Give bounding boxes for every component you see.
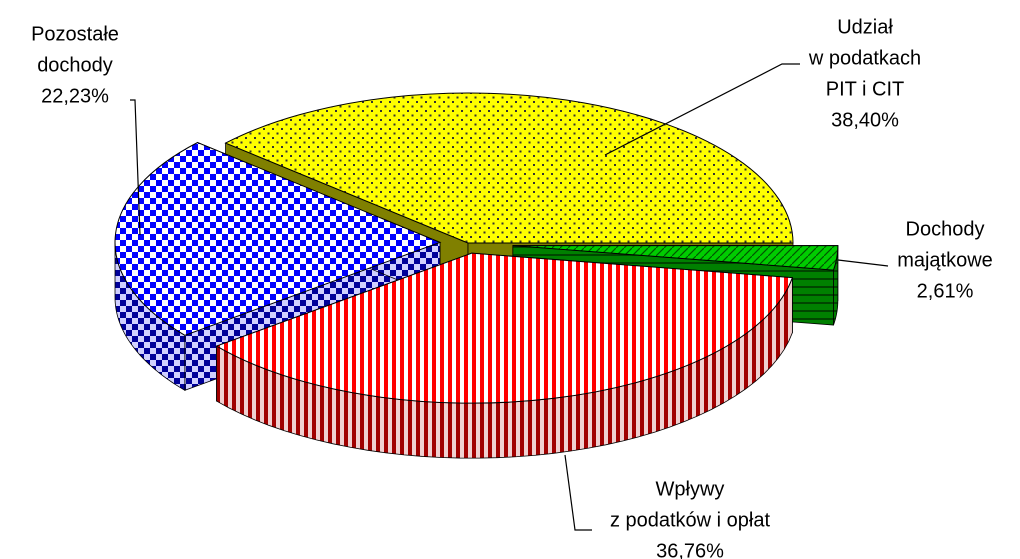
leader-line (130, 99, 141, 236)
value-label: 2,61% (917, 280, 974, 302)
leader-line (604, 63, 800, 156)
slice (512, 245, 839, 271)
slice (224, 92, 794, 244)
slice-label: Wpływy (656, 478, 725, 500)
value-label: 38,40% (831, 109, 899, 131)
leader-lines (130, 63, 889, 531)
slice-label: Pozostałe (31, 23, 119, 45)
slice (114, 141, 442, 336)
slice-label: majątkowe (897, 249, 993, 271)
slice (215, 252, 794, 404)
slice-label: Udział (837, 16, 893, 38)
value-label: 36,76% (656, 540, 724, 559)
labels: Udział w podatkach PIT i CIT 38,40% Dochody m… (31, 16, 993, 559)
slice-label: dochody (37, 54, 113, 76)
slice-label: Dochody (906, 218, 985, 240)
slice-label: PIT i CIT (826, 78, 905, 100)
leader-line (837, 259, 889, 267)
pie (114, 92, 839, 459)
leader-line (564, 454, 592, 531)
slice-label: w podatkach (808, 47, 921, 69)
slice-label: z podatków i opłat (610, 509, 771, 531)
value-label: 22,23% (41, 85, 109, 107)
